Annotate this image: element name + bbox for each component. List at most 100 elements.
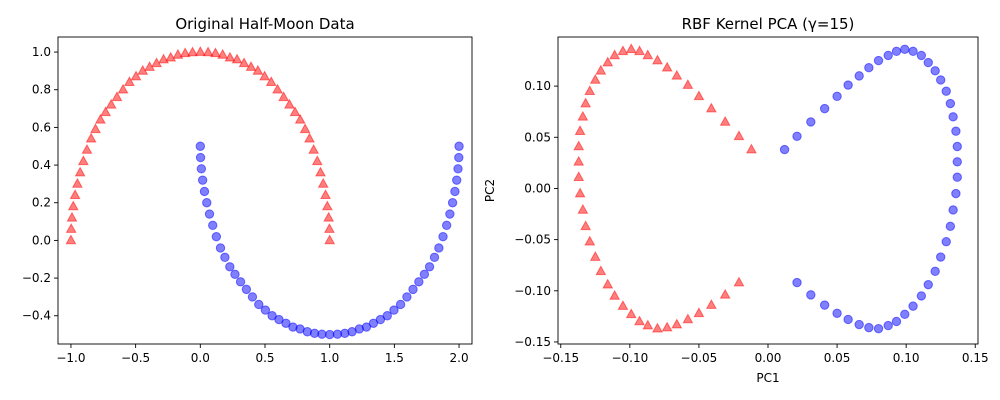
half-moon-circle-point <box>196 164 207 174</box>
kernel-pca-circle-point <box>935 75 946 85</box>
half-moon-circle-point <box>199 186 210 197</box>
kernel-pca-triangle-point <box>589 250 601 261</box>
kernel-pca-triangle-point <box>573 155 585 166</box>
kernel-pca-triangle-point <box>584 235 596 246</box>
kernel-pca-triangle-point <box>573 171 585 181</box>
half-moon-circle-point <box>419 269 430 280</box>
half-moon-x-tick-label: 2.0 <box>450 351 469 365</box>
kernel-pca-triangle-point <box>719 115 731 126</box>
kernel-pca-title: RBF Kernel PCA (γ=15) <box>682 15 855 33</box>
kernel-pca-circle-point <box>854 319 864 330</box>
kernel-pca-triangle-point <box>580 220 592 231</box>
kernel-pca-triangle-point <box>661 321 673 332</box>
half-moon-triangle-point <box>217 48 229 59</box>
kernel-pca-circle-point <box>923 279 933 290</box>
kernel-pca-circle-point <box>908 46 918 57</box>
kernel-pca-circle-point <box>916 50 927 61</box>
half-moon-circle-point <box>317 329 327 339</box>
half-moon-circle-point <box>260 305 271 315</box>
half-moon-circle-point <box>382 311 392 321</box>
half-moon-circle-point <box>429 252 440 263</box>
half-moon-circle-point <box>438 231 448 242</box>
kernel-pca-triangle-point <box>595 64 607 75</box>
half-moon-triangle-point <box>151 57 163 68</box>
half-moon-plot-frame <box>57 36 473 345</box>
kernel-pca-x-tick-label: 0.05 <box>824 351 851 365</box>
kernel-pca-plot: RBF Kernel PCA (γ=15) PC1 PC2 −0.15 −0.10… <box>483 15 989 385</box>
kernel-pca-circle-point <box>843 80 853 90</box>
kernel-pca-circle-point <box>900 44 910 54</box>
half-moon-y-tick-label: 0.2 <box>32 196 51 210</box>
kernel-pca-circle-point <box>941 86 951 96</box>
half-moon-triangle-point <box>265 76 277 87</box>
half-moon-circle-point <box>235 277 246 287</box>
kernel-pca-triangle-point <box>625 308 637 319</box>
kernel-pca-triangle-point <box>671 69 683 80</box>
half-moon-triangle-point <box>308 143 320 154</box>
half-moon-x-axis: −1.0 −0.5 0.0 0.5 1.0 1.5 2.0 <box>56 344 469 365</box>
half-moon-circle-point <box>454 152 464 163</box>
half-moon-triangle-point <box>315 166 326 177</box>
half-moon-triangle-point <box>179 47 191 58</box>
kernel-pca-circle-point <box>908 301 918 311</box>
kernel-pca-circle-point <box>883 50 893 61</box>
half-moon-points <box>65 46 464 340</box>
half-moon-circle-point <box>215 243 226 253</box>
kernel-pca-circle-point <box>806 117 816 127</box>
kernel-pca-circle-point <box>792 131 802 141</box>
half-moon-circle-point <box>389 305 399 315</box>
kernel-pca-triangle-point <box>693 90 705 101</box>
kernel-pca-circle-point <box>945 98 956 109</box>
kernel-pca-circle-point <box>891 316 902 327</box>
half-moon-circle-point <box>197 175 208 185</box>
half-moon-circle-point <box>434 243 444 253</box>
kernel-pca-triangle-point <box>642 49 654 60</box>
half-moon-triangle-point <box>284 98 295 109</box>
kernel-pca-xlabel: PC1 <box>756 371 779 385</box>
half-moon-circle-point <box>195 141 206 151</box>
half-moon-triangle-point <box>224 51 236 62</box>
kernel-pca-triangle-point <box>634 315 645 326</box>
half-moon-circle-point <box>452 175 462 185</box>
kernel-pca-circle-point <box>792 277 802 288</box>
half-moon-triangle-point <box>85 132 97 143</box>
half-moon-triangle-point <box>311 155 323 166</box>
half-moon-triangle-point <box>67 200 79 211</box>
kernel-pca-x-tick-label: 0.00 <box>755 351 782 365</box>
kernel-pca-triangle-point <box>573 140 585 151</box>
kernel-pca-y-tick-label: 0.05 <box>524 130 551 144</box>
half-moon-circle-point <box>225 262 235 272</box>
kernel-pca-x-tick-label: 0.10 <box>893 351 920 365</box>
half-moon-circle-point <box>453 164 463 174</box>
half-moon-triangle-point <box>111 91 123 102</box>
half-moon-circle-point <box>424 262 435 272</box>
kernel-pca-triangle-point <box>705 102 717 113</box>
kernel-pca-circle-point <box>864 322 874 333</box>
kernel-pca-circle-point <box>843 314 853 325</box>
kernel-pca-circle-point <box>941 236 951 247</box>
half-moon-x-tick-label: 0.0 <box>191 351 210 365</box>
half-moon-x-tick-label: 1.5 <box>385 351 404 365</box>
half-moon-triangle-point <box>105 98 117 109</box>
kernel-pca-triangle-point <box>661 61 673 72</box>
kernel-pca-triangle-point <box>625 43 637 54</box>
kernel-pca-triangle-point <box>652 322 663 333</box>
kernel-pca-circle-point <box>864 62 874 73</box>
kernel-pca-circle-point <box>923 57 933 68</box>
kernel-pca-triangle-point <box>577 110 589 121</box>
half-moon-x-tick-label: −0.5 <box>121 351 150 365</box>
half-moon-triangle-point <box>81 143 93 154</box>
half-moon-circle-point <box>408 284 418 295</box>
kernel-pca-circle-point <box>952 141 962 152</box>
kernel-pca-plot-frame <box>557 36 979 345</box>
half-moon-y-axis: −0.4 −0.2 0.0 0.2 0.4 0.6 0.8 1.0 <box>22 45 58 323</box>
half-moon-circle-point <box>208 220 218 231</box>
half-moon-triangle-point <box>123 76 135 87</box>
kernel-pca-circle-point <box>935 252 946 262</box>
kernel-pca-triangle-point <box>682 313 694 324</box>
half-moon-triangle-point <box>137 64 149 75</box>
kernel-pca-circle-point <box>883 320 893 331</box>
half-moon-x-tick-label: 1.0 <box>320 351 339 365</box>
kernel-pca-x-tick-label: 0.15 <box>962 351 989 365</box>
kernel-pca-triangle-point <box>671 318 683 329</box>
